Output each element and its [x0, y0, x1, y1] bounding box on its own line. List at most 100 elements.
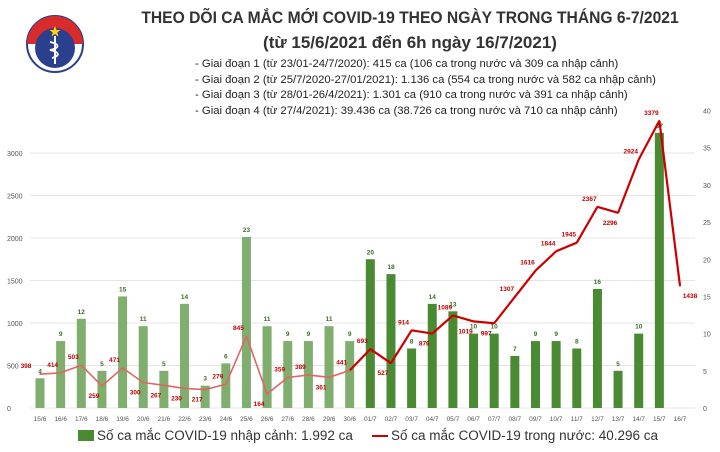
bar-imported [345, 341, 355, 408]
bar-imported [283, 341, 293, 408]
bar-label: 5 [100, 361, 104, 368]
line-segment-domestic [390, 329, 413, 364]
bar-label: 9 [286, 331, 290, 338]
line-label: 1438 [683, 293, 698, 300]
right-axis-tick: 25 [703, 220, 711, 227]
x-axis-tick: 07/7 [488, 416, 501, 423]
line-label: 1945 [562, 232, 577, 239]
x-axis-tick: 23/6 [199, 416, 212, 423]
bar-imported [76, 318, 86, 408]
bar-label: 15 [119, 286, 127, 293]
line-point-domestic [369, 348, 372, 350]
bar-label: 12 [78, 309, 86, 316]
x-axis-tick: 02/7 [385, 416, 398, 423]
legend-line-label: Số ca mắc COVID-19 trong nước: 40.296 ca [391, 428, 659, 443]
line-point-domestic [101, 385, 103, 387]
line-segment-domestic [431, 314, 454, 335]
x-axis-tick: 09/7 [529, 416, 542, 423]
bar-label: 13 [449, 301, 457, 308]
line-segment-domestic [328, 369, 350, 379]
bar-label: 9 [534, 331, 538, 338]
line-segment-domestic [348, 348, 372, 372]
line-point-domestic [410, 329, 413, 332]
line-label: 876 [419, 341, 430, 348]
ministry-of-health-logo [26, 15, 84, 73]
phase-summary: - Giai đoạn 1 (từ 23/01-24/7/2020): 415 … [195, 57, 656, 119]
line-label: 300 [130, 390, 141, 397]
line-point-domestic [121, 367, 124, 369]
line-segment-domestic [225, 335, 248, 385]
phase-1: - Giai đoạn 1 (từ 23/01-24/7/2020): 415 … [195, 58, 619, 70]
x-axis-tick: 15/7 [653, 416, 666, 423]
line-segment-domestic [617, 159, 640, 214]
x-axis-tick: 20/6 [137, 416, 150, 423]
line-segment-domestic [513, 269, 537, 298]
line-point-domestic [348, 369, 351, 372]
bar-imported [386, 274, 396, 408]
x-axis-tick: 21/6 [158, 416, 171, 423]
line-label: 1616 [520, 260, 535, 267]
line-label: 2367 [582, 196, 597, 203]
x-axis-tick: 25/6 [240, 416, 253, 423]
line-label: 2296 [603, 220, 618, 227]
x-axis-tick: 10/7 [550, 416, 563, 423]
line-point-domestic [307, 374, 310, 376]
x-axis-tick: 16/7 [674, 416, 687, 423]
bar-imported [262, 326, 272, 408]
line-segment-domestic [411, 329, 433, 335]
left-axis-tick: 1500 [7, 279, 23, 286]
bar-imported [241, 236, 251, 408]
bar-imported [572, 348, 582, 408]
line-point-domestic [472, 320, 475, 323]
bar-label: 9 [307, 331, 311, 338]
right-axis-tick: 15 [703, 294, 711, 301]
bar-imported [221, 363, 231, 408]
line-segment-domestic [597, 205, 619, 214]
bar-imported [489, 333, 499, 408]
line-segment-domestic [80, 364, 103, 387]
line-label: 2924 [623, 148, 638, 155]
line-point-domestic [452, 314, 454, 317]
bar-label: 5 [616, 361, 620, 368]
line-point-domestic [617, 212, 619, 214]
line-point-domestic [204, 388, 206, 391]
bar-imported [324, 326, 334, 408]
line-segment-domestic [204, 383, 227, 391]
bar-label: 18 [387, 264, 395, 271]
bar-imported [180, 303, 190, 408]
line-segment-domestic [555, 241, 578, 253]
line-label: 441 [336, 360, 347, 367]
line-segment-domestic [163, 384, 185, 390]
bar-imported [365, 259, 375, 408]
bar-imported [200, 385, 210, 408]
x-axis-tick: 05/7 [447, 416, 460, 423]
line-segment-domestic [266, 376, 289, 395]
bar-imported [592, 289, 602, 408]
bar-label: 8 [410, 339, 414, 346]
x-axis-tick: 30/6 [343, 416, 356, 423]
bar-imported [654, 132, 664, 408]
bar-label: 9 [348, 331, 352, 338]
right-axis-tick: 35 [703, 146, 711, 153]
line-label: 361 [316, 384, 327, 391]
line-label: 503 [68, 354, 79, 361]
line-segment-domestic [369, 348, 392, 365]
bar-label: 16 [594, 279, 602, 286]
line-segment-domestic [287, 374, 309, 379]
bar-imported [448, 311, 458, 408]
right-axis-tick: 30 [703, 183, 711, 190]
line-point-domestic [534, 269, 537, 272]
phase-3: - Giai đoạn 3 (từ 28/01-26/4/2021): 1.30… [195, 89, 628, 101]
line-segment-domestic [473, 320, 495, 325]
line-label: 164 [254, 401, 265, 408]
x-axis-tick: 24/6 [219, 416, 232, 423]
x-axis-tick: 04/7 [426, 416, 439, 423]
x-axis-tick: 14/7 [632, 416, 645, 423]
bar-imported [551, 341, 561, 408]
line-point-domestic [493, 322, 495, 325]
line-label: 693 [357, 338, 368, 345]
x-axis-tick: 06/7 [467, 416, 480, 423]
chart-subtitle: (từ 15/6/2021 đến 6h ngày 16/7/2021) [263, 33, 557, 52]
bar-imported [407, 348, 417, 408]
